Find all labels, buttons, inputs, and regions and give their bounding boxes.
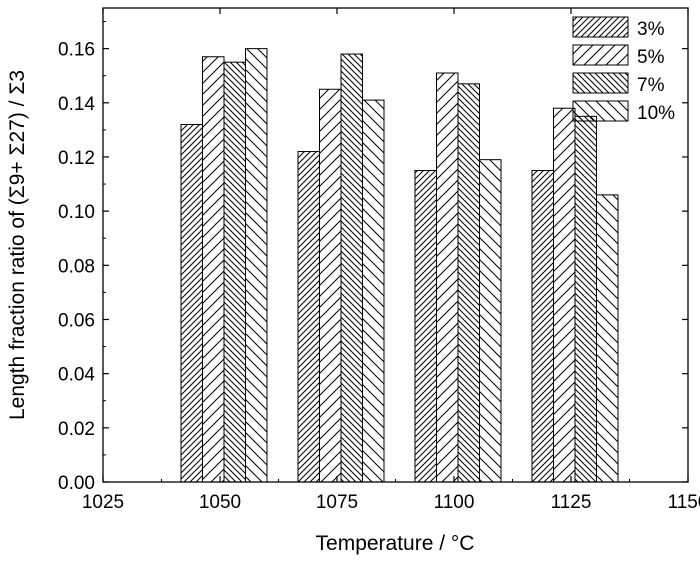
y-tick-label: 0.16 [58,40,95,61]
x-tick-label: 1100 [434,492,475,513]
x-tick-label: 1125 [551,492,592,513]
bar-10pct-1050 [245,48,268,483]
bar-7pct-1100 [457,83,480,483]
bar-3pct-1100 [414,170,437,483]
bar-5pct-1075 [319,88,342,483]
y-tick-label: 0.10 [58,202,95,223]
bar-7pct-1075 [340,53,363,483]
x-tick-label: 1025 [82,492,124,513]
bar-5pct-1100 [436,72,459,483]
legend-swatch-3pct [572,16,629,38]
legend-label: 5% [637,47,665,68]
x-tick-label: 1075 [316,492,358,513]
bar-5pct-1050 [202,56,225,483]
bar-10pct-1075 [362,99,385,483]
bar-10pct-1100 [479,159,502,483]
bars-layer [180,48,619,483]
bar-7pct-1125 [574,115,597,483]
bar-5pct-1125 [553,107,576,483]
legend-label: 10% [637,103,675,124]
y-tick-label: 0.04 [58,365,95,386]
legend-swatch-7pct [572,72,629,94]
x-tick-label: 1050 [199,492,241,513]
y-axis-title: Length fraction ratio of (Σ9+ Σ27) / Σ3 [6,70,29,420]
legend: 3% 5% 7% 10% [572,16,675,124]
y-tick-label: 0.06 [58,310,95,331]
y-tick-label: 0.14 [58,94,95,115]
legend-label: 3% [637,19,665,40]
legend-swatch-5pct [572,44,629,66]
bar-7pct-1050 [223,61,246,483]
legend-swatch-10pct [572,100,629,122]
bar-3pct-1075 [297,151,320,483]
x-axis-title: Temperature / °C [316,532,475,555]
legend-label: 7% [637,75,665,96]
y-tick-label: 0.00 [58,473,95,494]
bar-10pct-1125 [596,194,619,483]
bar-3pct-1050 [180,123,203,483]
y-tick-label: 0.12 [58,148,95,169]
y-tick-label: 0.08 [58,256,95,277]
y-tick-label: 0.02 [58,419,95,440]
bar-3pct-1125 [531,170,554,483]
